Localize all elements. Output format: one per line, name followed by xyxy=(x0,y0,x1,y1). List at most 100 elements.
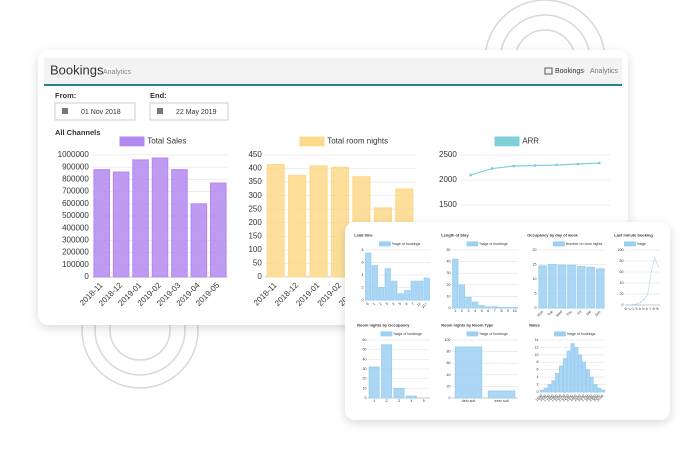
header-underline xyxy=(44,84,622,86)
chart-title: Length of Stay xyxy=(441,233,469,238)
bar xyxy=(538,265,548,309)
bar xyxy=(384,268,391,301)
y-tick-label: 800000 xyxy=(62,175,89,184)
bar xyxy=(562,358,567,393)
bar xyxy=(559,365,564,393)
y-tick-label: 400000 xyxy=(62,223,89,232)
to-input[interactable] xyxy=(149,102,229,121)
y-tick-label: 12 xyxy=(535,345,539,349)
y-tick-label: 2500 xyxy=(439,150,457,159)
y-tick-label: 200000 xyxy=(62,248,89,257)
legend-label: Total room nights xyxy=(327,137,388,146)
y-tick-label: 30 xyxy=(447,271,451,275)
x-tick-label: 2900 xyxy=(588,394,596,402)
x-tick-label: 7 xyxy=(648,307,652,311)
y-tick-label: 0 xyxy=(365,396,367,400)
y-tick-label: 20 xyxy=(620,292,624,296)
y-tick-label: 15 xyxy=(533,262,537,266)
legend-label: %age of bookings xyxy=(392,242,421,246)
point xyxy=(654,257,656,259)
x-tick-label: 5 xyxy=(641,307,645,311)
y-tick-label: 600000 xyxy=(62,199,89,208)
y-tick-label: 100 xyxy=(445,338,451,342)
chart-title: Room nights by Room Type xyxy=(441,323,494,328)
legend-label: %age of bookings xyxy=(479,332,508,336)
x-tick-label: 2 xyxy=(631,307,635,311)
y-tick-label: 60 xyxy=(620,270,624,274)
bar xyxy=(548,264,557,309)
y-tick-label: 450 xyxy=(248,150,262,159)
y-tick-label: 200 xyxy=(248,218,262,227)
y-tick-label: 150 xyxy=(248,231,262,240)
bar xyxy=(378,287,385,301)
bar xyxy=(371,265,378,301)
x-tick-label: Mon xyxy=(536,310,544,318)
legend-swatch xyxy=(466,331,479,337)
chart-title: Last minute booking xyxy=(614,233,653,238)
from-label: From: xyxy=(55,91,76,100)
x-tick-label: 2 xyxy=(386,399,388,403)
bar xyxy=(498,306,505,309)
y-tick-label: 40 xyxy=(447,373,451,377)
x-tick-label: 2500 xyxy=(573,394,581,402)
x-tick-label: 6 xyxy=(645,307,649,311)
y-tick-label: 2000 xyxy=(439,175,457,184)
x-tick-label: 4 xyxy=(638,307,642,311)
x-tick-label: 6 xyxy=(404,302,408,306)
x-tick-label: 2 xyxy=(378,302,382,306)
y-tick-label: 5 xyxy=(535,291,537,295)
y-tick-label: 100 xyxy=(618,248,624,252)
bar xyxy=(454,346,483,399)
legend-label: %age of bookings xyxy=(393,332,422,336)
bar xyxy=(567,264,576,309)
y-tick-label: 0 xyxy=(84,272,89,281)
y-tick-label: 500000 xyxy=(62,211,89,220)
x-tick-label: 0 xyxy=(365,302,369,306)
bar xyxy=(557,264,567,309)
y-tick-label: 10 xyxy=(447,294,451,298)
from-input[interactable] xyxy=(54,102,136,121)
bar xyxy=(485,306,492,309)
bar xyxy=(190,203,208,278)
x-tick-label: Wed xyxy=(555,310,563,318)
bar xyxy=(93,169,110,278)
bar xyxy=(574,346,579,393)
bar xyxy=(487,390,516,399)
x-tick-label: 3 xyxy=(385,302,389,306)
x-tick-label: 1800 xyxy=(546,394,554,402)
bar xyxy=(288,174,307,278)
x-tick-label: 1600 xyxy=(539,394,547,402)
y-tick-label: 14 xyxy=(535,338,539,342)
x-tick-label: 7 xyxy=(494,309,496,313)
chart-title: Occupancy by day of week xyxy=(527,233,578,238)
x-tick-label: 4 xyxy=(391,302,395,306)
y-tick-label: 400 xyxy=(248,164,262,173)
breadcrumb-link[interactable]: Bookings xyxy=(555,68,584,75)
point xyxy=(633,303,635,306)
point xyxy=(469,173,473,177)
y-tick-label: 4 xyxy=(537,375,539,379)
legend-swatch xyxy=(494,136,520,147)
y-tick-label: 0 xyxy=(622,303,624,307)
x-tick-label: 3 xyxy=(398,399,400,403)
y-tick-label: 700000 xyxy=(62,187,89,196)
point xyxy=(636,303,638,305)
calendar-icon xyxy=(157,108,163,114)
point xyxy=(647,293,649,295)
bar xyxy=(210,182,227,278)
legend-label: %age xyxy=(637,242,646,246)
point xyxy=(533,164,537,167)
point xyxy=(640,301,642,303)
x-tick-label: 5 xyxy=(398,302,402,306)
from-date: 01 Nov 2018 xyxy=(81,109,121,116)
y-tick-label: 20 xyxy=(447,283,451,287)
x-tick-label: 10 xyxy=(513,309,517,313)
bar xyxy=(397,293,404,301)
bar xyxy=(266,163,285,278)
x-tick-label: 3 xyxy=(634,307,638,311)
y-tick-label: 80 xyxy=(447,350,451,354)
bar xyxy=(566,350,571,393)
y-tick-label: 0 xyxy=(362,298,364,302)
y-tick-label: 0 xyxy=(449,306,451,310)
x-tick-label: 2300 xyxy=(565,394,573,402)
